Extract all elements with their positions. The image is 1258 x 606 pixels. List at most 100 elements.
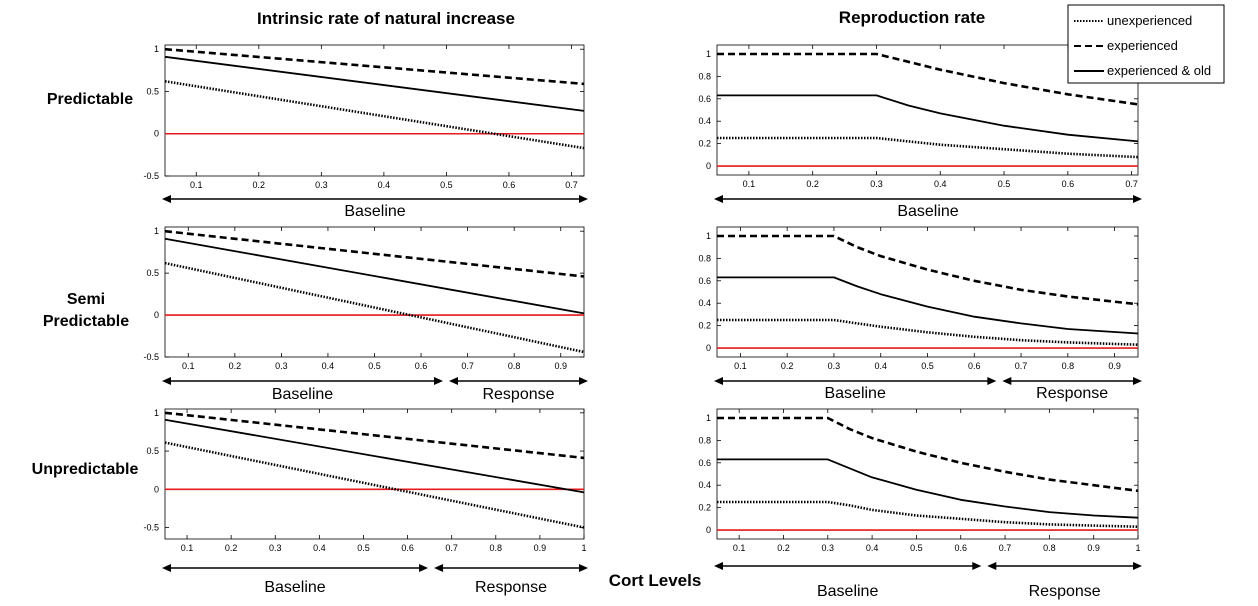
- range-label: Baseline: [897, 203, 958, 220]
- range-arrow-head-left: [162, 564, 171, 572]
- x-tick-label: 0.2: [806, 179, 819, 189]
- x-tick-label: 0.7: [1015, 361, 1028, 371]
- x-tick-label: 0.8: [508, 361, 521, 371]
- y-tick-label: 0.6: [698, 276, 711, 286]
- range-arrow-head-left: [714, 377, 723, 385]
- legend-label-unexperienced: unexperienced: [1107, 13, 1192, 28]
- x-tick-label: 0.3: [828, 361, 841, 371]
- range-label: Response: [482, 386, 554, 403]
- x-tick-label: 0.1: [182, 361, 195, 371]
- x-tick-label: 0.7: [1125, 179, 1138, 189]
- x-tick-label: 0.7: [461, 361, 474, 371]
- y-tick-label: 0.8: [698, 71, 711, 81]
- x-axis-label: Cort Levels: [609, 571, 702, 590]
- range-arrow-head-right: [579, 195, 588, 203]
- x-tick-label: 0.1: [743, 179, 756, 189]
- x-tick-label: 0.9: [1108, 361, 1121, 371]
- range-label: Baseline: [817, 583, 878, 600]
- x-tick-label: 0.1: [190, 180, 203, 190]
- range-arrow-head-left: [714, 195, 723, 203]
- range-label: Response: [1036, 385, 1108, 402]
- x-tick-label: 0.2: [781, 361, 794, 371]
- x-tick-label: 0.9: [554, 361, 567, 371]
- y-tick-label: 0: [154, 484, 159, 494]
- series-line-dotted: [717, 318, 1139, 346]
- series-line-dashed: [164, 411, 585, 460]
- x-tick-label: 0.2: [777, 543, 790, 553]
- y-tick-label: 0.4: [698, 298, 711, 308]
- series-line-solid: [717, 276, 1139, 335]
- range-label: Response: [475, 579, 547, 596]
- x-tick-label: 0.3: [275, 361, 288, 371]
- y-tick-label: 0.2: [698, 139, 711, 149]
- y-tick-label: 0.5: [146, 268, 159, 278]
- x-tick-label: 0.4: [313, 543, 326, 553]
- column-title-right: Reproduction rate: [839, 8, 985, 27]
- x-tick-label: 0.1: [733, 543, 746, 553]
- x-tick-label: 0.5: [921, 361, 934, 371]
- y-tick-label: 0: [154, 310, 159, 320]
- x-tick-label: 0.3: [269, 543, 282, 553]
- x-tick-label: 0.1: [181, 543, 194, 553]
- panel-r-predictable: 0.1 0.2 0.3 0.4 0.5 0.6 0.7 -0.5 0 0.5 1 Baseline: [143, 44, 588, 220]
- x-tick-label: 0.3: [315, 180, 328, 190]
- y-tick-label: 0.2: [698, 321, 711, 331]
- panel-repro-semi: 0.1 0.2 0.3 0.4 0.5 0.6 0.7 0.8 0.9 0 0.2 0.4 0.6 0.8…: [698, 226, 1142, 402]
- y-tick-label: 1: [154, 226, 159, 236]
- range-label: Baseline: [264, 579, 325, 596]
- series-line-dotted: [164, 261, 585, 354]
- x-tick-label: 0.5: [440, 180, 453, 190]
- x-tick-label: 0.6: [954, 543, 967, 553]
- y-tick-label: 0.4: [698, 116, 711, 126]
- x-tick-label: 0.6: [415, 361, 428, 371]
- x-tick-label: 0.7: [445, 543, 458, 553]
- range-arrow-head-right: [1133, 562, 1142, 570]
- row-label-predictable: Predictable: [47, 91, 133, 108]
- range-arrow-head-left: [1002, 377, 1012, 385]
- y-tick-label: 1: [154, 44, 159, 54]
- plot-area: [716, 408, 1139, 540]
- x-tick-label: 0.8: [1043, 543, 1056, 553]
- series-line-dotted: [717, 136, 1139, 159]
- range-arrow-head-right: [1133, 195, 1142, 203]
- x-tick-label: 0.6: [401, 543, 414, 553]
- x-tick-label: 0.6: [1062, 179, 1075, 189]
- y-tick-label: 1: [706, 231, 711, 241]
- panel-repro-unpredictable: 0.1 0.2 0.3 0.4 0.5 0.6 0.7 0.8 0.9 1 0 0.2 0.4 0.6 0.…: [698, 408, 1142, 600]
- y-tick-label: 0.8: [698, 435, 711, 445]
- range-arrow-head-left: [714, 562, 723, 570]
- column-title-left: Intrinsic rate of natural increase: [257, 9, 515, 28]
- range-arrow-head-right: [419, 564, 429, 572]
- x-tick-label: 0.4: [866, 543, 879, 553]
- x-tick-label: 0.5: [368, 361, 381, 371]
- range-arrow-head-left: [162, 377, 171, 385]
- x-tick-label: 0.1: [734, 361, 747, 371]
- x-tick-label: 0.9: [1087, 543, 1100, 553]
- row-label-predictable-2: Predictable: [43, 313, 129, 330]
- y-tick-label: -0.5: [143, 523, 159, 533]
- y-tick-label: 0: [706, 525, 711, 535]
- row-label-unpredictable: Unpredictable: [32, 461, 139, 478]
- y-tick-label: -0.5: [143, 352, 159, 362]
- y-tick-label: 1: [154, 408, 159, 418]
- y-tick-label: 1: [706, 49, 711, 59]
- x-tick-label: 0.6: [503, 180, 516, 190]
- x-tick-label: 0.8: [490, 543, 503, 553]
- series-line-dashed: [717, 416, 1139, 493]
- panel-r-unpredictable: 0.1 0.2 0.3 0.4 0.5 0.6 0.7 0.8 0.9 1 -0.5 0 0.5 1 Bas…: [143, 408, 588, 596]
- x-tick-label: 0.9: [534, 543, 547, 553]
- range-label: Baseline: [824, 385, 885, 402]
- series-line-solid: [164, 237, 585, 315]
- x-tick-label: 0.4: [934, 179, 947, 189]
- series-line-dashed: [717, 234, 1139, 306]
- range-label: Baseline: [344, 203, 405, 220]
- range-arrow-head-left: [162, 195, 171, 203]
- y-tick-label: 0.2: [698, 503, 711, 513]
- legend: unexperienced experienced experienced & …: [1067, 4, 1225, 84]
- range-arrow-head-left: [434, 564, 444, 572]
- range-arrow-head-right: [579, 377, 588, 385]
- range-arrow-head-right: [579, 564, 588, 572]
- series-line-solid: [164, 55, 585, 112]
- plot-area: [164, 226, 585, 358]
- series-line-solid: [717, 94, 1139, 143]
